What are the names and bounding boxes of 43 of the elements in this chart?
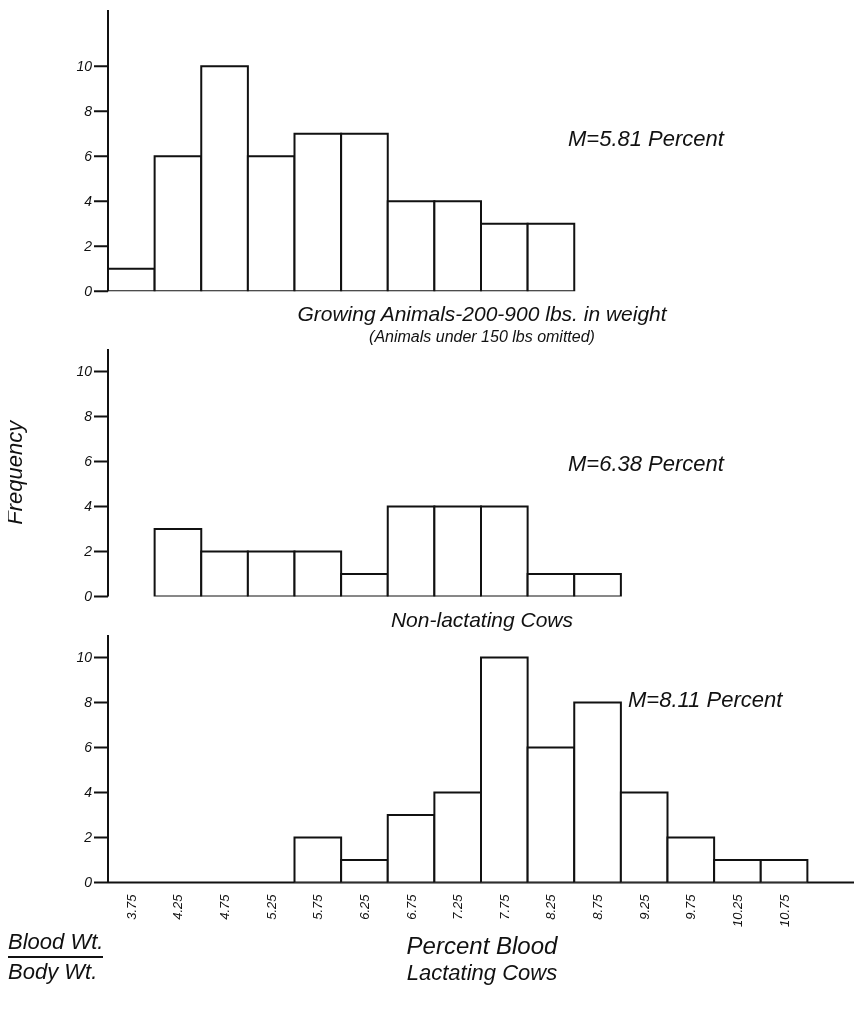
x-tick-label: 6.25 xyxy=(356,893,372,920)
y-tick-label: 0 xyxy=(84,874,93,891)
y-tick-label: 6 xyxy=(84,148,93,165)
x-tick-label: 10.75 xyxy=(776,893,792,927)
x-tick-label: 5.25 xyxy=(263,893,279,920)
x-tick-label: 7.25 xyxy=(450,893,466,920)
y-tick-label: 4 xyxy=(84,193,93,210)
y-tick-label: 8 xyxy=(84,408,93,425)
text: Body Wt. xyxy=(8,958,98,987)
y-tick-label: 10 xyxy=(76,363,93,380)
text: Blood Wt. xyxy=(8,928,104,959)
y-tick-label: 8 xyxy=(84,103,93,120)
y-tick-label: 10 xyxy=(76,649,93,666)
y-tick-label: 0 xyxy=(84,588,93,605)
annotation: M=5.81 Percent xyxy=(568,126,724,153)
y-tick-label: 2 xyxy=(83,543,93,560)
y-tick-label: 0 xyxy=(84,283,93,300)
x-tick-label: 9.25 xyxy=(636,893,652,920)
x-tick-label: 4.25 xyxy=(170,893,186,920)
x-tick-label: 10.25 xyxy=(729,893,745,927)
y-tick-label: 6 xyxy=(84,453,93,470)
text: Non-lactating Cows xyxy=(389,606,575,633)
x-axis-title: Percent Blood xyxy=(405,932,559,961)
text: Growing Animals-200-900 lbs. in weight xyxy=(296,301,669,328)
x-tick-label: 9.75 xyxy=(683,893,699,920)
x-tick-label: 6.75 xyxy=(403,893,419,920)
y-tick-label: 10 xyxy=(76,58,93,75)
text: Lactating Cows xyxy=(405,960,559,987)
annotation: M=8.11 Percent xyxy=(628,687,783,714)
y-tick-label: 2 xyxy=(83,829,93,846)
y-tick-label: 4 xyxy=(84,498,93,515)
y-tick-label: 4 xyxy=(84,784,93,801)
y-tick-label: 6 xyxy=(84,739,93,756)
x-tick-label: 8.75 xyxy=(590,893,606,920)
y-tick-label: 8 xyxy=(84,694,93,711)
x-tick-label: 8.25 xyxy=(543,893,559,920)
x-tick-label: 5.75 xyxy=(310,893,326,920)
text: (Animals under 150 lbs omitted) xyxy=(368,327,596,348)
x-tick-label: 3.75 xyxy=(123,893,139,920)
x-tick-label: 4.75 xyxy=(217,893,233,920)
annotation: M=6.38 Percent xyxy=(568,451,724,478)
y-tick-label: 2 xyxy=(83,238,93,255)
x-tick-label: 7.75 xyxy=(496,893,512,920)
